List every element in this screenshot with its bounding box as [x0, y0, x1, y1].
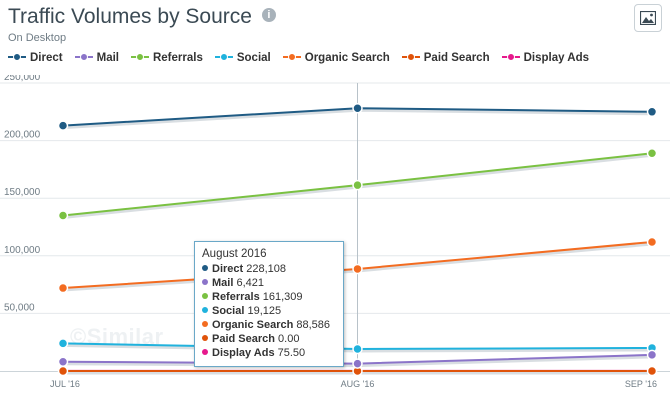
x-tick-label: JUL '16 [50, 379, 80, 389]
chart-title: Traffic Volumes by Source i [8, 5, 276, 29]
series-dot-icon [202, 335, 208, 342]
legend-item-social[interactable]: Social [214, 51, 271, 64]
series-dot-icon [202, 307, 208, 314]
data-point-organic-search[interactable] [646, 236, 658, 248]
data-point-mail[interactable] [352, 358, 363, 369]
legend-label: Social [236, 51, 271, 64]
tooltip-row-mail: Mail 6,421 [202, 276, 337, 290]
legend-label: Organic Search [304, 51, 390, 64]
data-point-mail[interactable] [646, 349, 658, 361]
line-chart: 50,000 100,000 150,000 200,000 250,000 JUL '1… [0, 75, 670, 389]
tooltip-series-value: 75.50 [274, 347, 306, 359]
legend-marker-icon [282, 52, 301, 61]
legend-item-mail[interactable]: Mail [74, 51, 119, 64]
data-point-referrals[interactable] [646, 148, 658, 159]
chart-tooltip: August 2016 Direct 228,108 Mail 6,421 Refe… [194, 241, 344, 367]
tooltip-series-name: Direct [212, 263, 244, 275]
legend-label: Display Ads [523, 51, 590, 64]
tooltip-series-value: 88,586 [293, 319, 331, 331]
legend-label: Mail [96, 51, 119, 64]
data-point-paid-search[interactable] [57, 365, 69, 377]
series-dot-icon [202, 349, 208, 356]
info-icon[interactable]: i [261, 8, 276, 23]
legend-label: Direct [30, 51, 63, 64]
legend-item-referrals[interactable]: Referrals [130, 51, 203, 64]
legend-marker-icon [8, 52, 26, 61]
tooltip-series-name: Mail [212, 277, 234, 289]
x-tick-label: SEP '16 [625, 379, 657, 389]
data-point-referrals[interactable] [352, 179, 363, 191]
legend-item-paid-search[interactable]: Paid Search [401, 51, 490, 64]
tooltip-row-social: Social 19,125 [202, 304, 337, 318]
tooltip-title: August 2016 [202, 248, 267, 260]
y-tick-label: 150,000 [4, 187, 41, 198]
data-point-referrals[interactable] [57, 210, 69, 221]
data-point-social[interactable] [57, 338, 69, 349]
export-image-button[interactable] [634, 4, 662, 32]
series-dot-icon [202, 321, 208, 328]
image-icon [640, 11, 656, 25]
y-tick-label: 200,000 [4, 130, 41, 141]
tooltip-row-paid-search: Paid Search 0.00 [202, 332, 337, 346]
series-dot-icon [202, 279, 208, 286]
tooltip-row-referrals: Referrals 161,309 [202, 290, 337, 304]
tooltip-series-value: 228,108 [243, 263, 287, 275]
tooltip-row-organic-search: Organic Search 88,586 [202, 318, 337, 332]
legend-item-direct[interactable]: Direct [8, 52, 63, 64]
legend-item-display-ads[interactable]: Display Ads [501, 51, 590, 64]
data-point-direct[interactable] [352, 102, 363, 114]
chart-title-text: Traffic Volumes by Source [8, 5, 252, 28]
tooltip-series-name: Social [212, 305, 245, 317]
series-dot-icon [202, 293, 208, 300]
chart-legend: Direct Mail Referrals Social Organic Search P… [8, 48, 601, 66]
data-point-mail[interactable] [57, 356, 69, 368]
y-tick-label: 100,000 [4, 245, 41, 256]
legend-label: Referrals [152, 51, 203, 64]
legend-marker-icon [501, 52, 520, 61]
tooltip-series-value: 6,421 [233, 277, 264, 289]
x-tick-label: AUG '16 [341, 379, 375, 389]
legend-label: Paid Search [423, 51, 490, 64]
data-point-paid-search[interactable] [646, 365, 658, 377]
legend-marker-icon [130, 52, 149, 61]
legend-item-organic-search[interactable]: Organic Search [282, 51, 390, 64]
tooltip-series-name: Display Ads [212, 347, 275, 359]
tooltip-row-direct: Direct 228,108 [202, 262, 337, 276]
legend-marker-icon [214, 52, 233, 61]
tooltip-series-name: Organic Search [212, 319, 294, 331]
tooltip-series-name: Paid Search [212, 333, 275, 345]
data-point-direct[interactable] [57, 120, 69, 131]
y-tick-label: 250,000 [4, 75, 41, 83]
tooltip-series-value: 19,125 [244, 305, 282, 317]
tooltip-series-name: Referrals [212, 291, 260, 303]
series-dot-icon [202, 265, 208, 272]
chart-subtitle: On Desktop [8, 32, 67, 44]
legend-marker-icon [74, 52, 93, 61]
tooltip-series-value: 161,309 [259, 291, 303, 303]
data-point-direct[interactable] [646, 106, 658, 118]
tooltip-series-value: 0.00 [274, 333, 300, 345]
legend-marker-icon [401, 52, 420, 61]
data-point-organic-search[interactable] [352, 263, 363, 275]
data-point-social[interactable] [352, 343, 363, 355]
data-point-organic-search[interactable] [57, 282, 69, 294]
tooltip-row-display-ads: Display Ads 75.50 [202, 346, 337, 360]
y-tick-label: 50,000 [4, 302, 35, 313]
